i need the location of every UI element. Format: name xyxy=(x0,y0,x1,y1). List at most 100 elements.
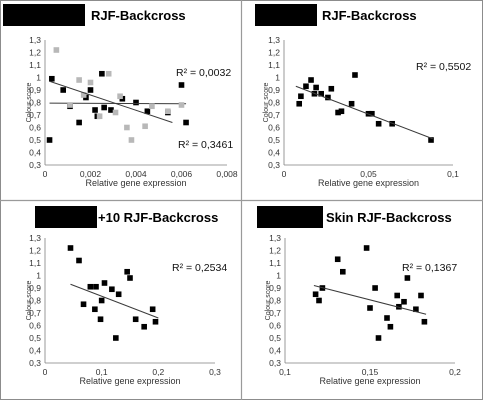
data-point xyxy=(53,47,60,53)
y-tick-label: 0,9 xyxy=(29,85,41,95)
y-tick-label: 1,2 xyxy=(29,246,41,256)
data-point xyxy=(312,291,319,298)
data-point xyxy=(396,303,402,310)
y-tick-label: 1,2 xyxy=(269,246,281,256)
data-point xyxy=(352,72,358,78)
y-tick-label: 0,5 xyxy=(269,333,281,343)
y-tick-label: 0,7 xyxy=(269,308,281,318)
y-tick-label: 0,3 xyxy=(29,160,41,170)
y-tick-label: 0,4 xyxy=(29,148,41,158)
data-point xyxy=(389,120,395,127)
chart-title: Skin RJF-Backcross xyxy=(326,210,452,225)
data-point xyxy=(124,268,130,275)
r-squared-label: R² = 0,5502 xyxy=(416,61,471,73)
trend-line xyxy=(49,80,173,123)
data-point xyxy=(67,102,73,108)
x-tick-label: 0,006 xyxy=(171,169,193,179)
r-squared-label: R² = 0,3461 xyxy=(178,139,233,151)
data-point xyxy=(108,107,114,113)
data-point xyxy=(328,85,335,92)
data-point xyxy=(87,79,94,86)
data-point xyxy=(178,82,185,88)
data-point xyxy=(115,291,122,298)
data-point xyxy=(421,318,428,325)
data-point xyxy=(141,323,147,330)
data-point xyxy=(325,94,331,101)
redacted-title-block xyxy=(35,206,97,228)
x-tick-label: 0,008 xyxy=(216,169,238,179)
x-tick-label: 0,05 xyxy=(360,169,377,179)
x-tick-label: 0,004 xyxy=(125,169,147,179)
data-point xyxy=(338,108,345,115)
data-point xyxy=(428,137,434,143)
y-tick-label: 0,7 xyxy=(29,308,41,318)
data-point xyxy=(49,75,55,82)
y-axis-label: Colour score xyxy=(26,281,33,321)
trend-line xyxy=(70,283,159,319)
data-point xyxy=(93,283,99,290)
data-point xyxy=(316,297,322,304)
data-point xyxy=(117,93,123,100)
data-point xyxy=(387,323,394,330)
y-tick-label: 0,5 xyxy=(29,135,41,145)
y-tick-label: 1 xyxy=(276,271,281,281)
redacted-title-block xyxy=(255,4,317,26)
data-point xyxy=(67,245,74,251)
data-point xyxy=(87,87,94,93)
chart-title: RJF-Backcross xyxy=(322,8,417,23)
x-tick-label: 0,15 xyxy=(362,367,379,377)
y-tick-label: 0,6 xyxy=(268,123,280,133)
x-axis-label: Relative gene expression xyxy=(85,178,186,188)
y-tick-label: 0,4 xyxy=(29,346,41,356)
data-point xyxy=(101,280,108,286)
chart-panel-2: RJF-Backcross 0,3 0,4 0,5 0,6 0,7 0,8 0,9 1 1,1 1,… xyxy=(255,4,471,188)
y-tick-label: 1 xyxy=(275,73,280,83)
redacted-title-block xyxy=(3,4,85,26)
x-tick-label: 0,2 xyxy=(449,367,461,377)
data-point xyxy=(335,109,341,116)
y-tick-label: 1,1 xyxy=(29,258,41,268)
y-tick-label: 0,5 xyxy=(268,135,280,145)
y-tick-label: 1,2 xyxy=(268,48,280,58)
data-point xyxy=(80,92,87,98)
x-tick-label: 0 xyxy=(282,169,287,179)
y-tick-label: 1,2 xyxy=(29,48,41,58)
x-tick-label: 0,1 xyxy=(96,367,108,377)
data-point xyxy=(375,335,382,341)
chart-panel-3: +10 RJF-Backcross 0,3 0,4 0,5 0,6 0,7 0,8 0,9 1 1… xyxy=(26,206,227,386)
data-point xyxy=(149,103,155,110)
x-axis-label: Relative gene expression xyxy=(79,376,180,386)
data-point xyxy=(133,99,139,106)
data-point xyxy=(369,110,375,117)
data-point xyxy=(76,257,82,264)
r-squared-label: R² = 0,2534 xyxy=(172,262,227,274)
y-tick-label: 0,9 xyxy=(269,283,281,293)
data-point xyxy=(183,119,189,126)
y-axis-label: Colour score xyxy=(26,83,33,123)
data-point xyxy=(308,77,314,83)
data-point xyxy=(334,256,341,263)
y-tick-label: 1,3 xyxy=(29,233,41,243)
x-tick-label: 0 xyxy=(43,169,48,179)
y-tick-label: 0,6 xyxy=(29,123,41,133)
y-tick-label: 0,6 xyxy=(269,321,281,331)
x-tick-label: 0,002 xyxy=(80,169,102,179)
chart-title: +10 RJF-Backcross xyxy=(98,210,218,225)
y-axis-label: Colour score xyxy=(265,281,272,321)
y-tick-label: 0,5 xyxy=(29,333,41,343)
data-point xyxy=(128,137,135,143)
y-tick-label: 0,9 xyxy=(268,85,280,95)
y-tick-label: 0,8 xyxy=(29,296,41,306)
data-point xyxy=(313,84,319,91)
data-point xyxy=(132,316,139,323)
y-tick-label: 0,8 xyxy=(268,98,280,108)
data-point xyxy=(152,318,159,325)
data-point xyxy=(124,124,130,131)
data-point xyxy=(101,104,107,111)
x-axis-label: Relative gene expression xyxy=(318,178,419,188)
data-point xyxy=(178,102,185,108)
data-point xyxy=(76,119,82,126)
trend-line xyxy=(313,285,427,315)
data-point xyxy=(96,113,103,120)
data-point xyxy=(113,335,119,341)
